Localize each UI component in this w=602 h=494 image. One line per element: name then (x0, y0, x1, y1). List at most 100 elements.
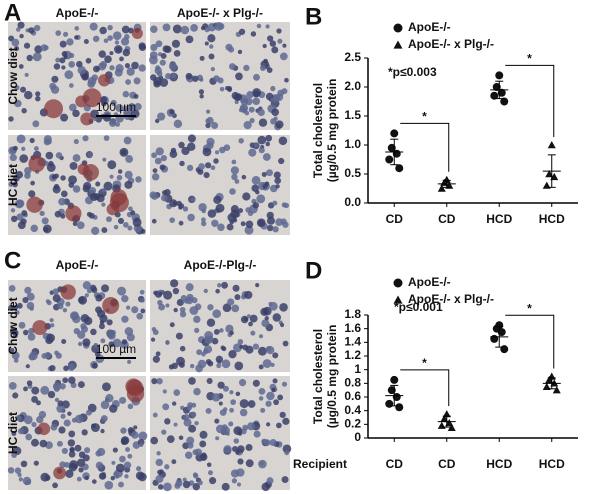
cell (33, 460, 39, 466)
cell (168, 62, 177, 71)
cell (217, 283, 222, 288)
cell (95, 461, 104, 470)
cell (215, 424, 225, 434)
cell (120, 427, 127, 434)
cell (153, 80, 161, 88)
cell (190, 411, 197, 418)
scale-bar-label: 100 µm (96, 342, 136, 356)
cell (118, 481, 124, 488)
cell (23, 415, 33, 425)
cell (68, 376, 76, 384)
cell (16, 27, 21, 32)
cell (246, 90, 254, 99)
cell (158, 291, 163, 296)
cell (238, 379, 247, 387)
cell (161, 429, 167, 435)
cell (240, 221, 246, 227)
cell (76, 60, 83, 68)
cell (72, 185, 81, 193)
cell (103, 181, 113, 191)
cell (272, 200, 278, 206)
cell (266, 422, 271, 427)
cell (261, 438, 267, 444)
y-tick-label: 1.5 (344, 108, 361, 122)
cell (209, 477, 217, 485)
cell (203, 288, 208, 294)
cell (156, 377, 163, 385)
cell (217, 223, 225, 232)
cell (279, 52, 288, 61)
cell (275, 93, 284, 101)
y-tick-label: 0.5 (344, 166, 361, 180)
cell (127, 403, 134, 410)
cell (47, 390, 56, 399)
cell (101, 188, 106, 193)
cell (55, 152, 63, 159)
cell (54, 210, 62, 218)
cell (57, 400, 64, 407)
cell (104, 480, 114, 490)
cell (62, 307, 68, 313)
cell (84, 447, 91, 454)
cell (138, 431, 148, 441)
cell (255, 283, 260, 288)
cell (102, 157, 107, 162)
cell (136, 312, 144, 320)
cell (25, 364, 30, 369)
cell (204, 41, 209, 46)
cell (150, 74, 157, 81)
cell (119, 396, 127, 404)
row-label: HC diet (6, 412, 20, 454)
cell (182, 206, 189, 212)
cell (219, 146, 226, 154)
cell (260, 307, 269, 316)
cell (170, 147, 177, 154)
cell (49, 364, 56, 372)
cell (192, 472, 198, 478)
cell (178, 220, 184, 226)
cell (213, 195, 222, 205)
cell (240, 428, 247, 435)
cell (232, 446, 239, 453)
cell (61, 338, 67, 345)
cell (203, 171, 210, 179)
stained-cell (32, 320, 48, 336)
cell (89, 22, 98, 31)
cell (218, 401, 223, 406)
cell (72, 109, 80, 118)
cell (234, 294, 241, 301)
cell (151, 173, 160, 181)
cell (238, 28, 246, 35)
cell (255, 189, 260, 195)
cell (178, 361, 185, 368)
cell (252, 379, 260, 387)
cell (215, 355, 224, 364)
cell (225, 86, 230, 91)
cell (187, 402, 193, 408)
cell (150, 43, 158, 51)
cell (213, 75, 220, 82)
cell (78, 296, 85, 304)
circle-marker (385, 155, 394, 164)
cell (249, 314, 258, 323)
cell (64, 462, 70, 468)
cell (87, 152, 93, 158)
cell (270, 97, 275, 102)
cell (91, 344, 100, 354)
cell (135, 176, 142, 183)
triangle-marker (393, 295, 403, 304)
row-label: HC diet (6, 164, 20, 206)
stained-cell (98, 74, 111, 87)
cell (169, 199, 178, 208)
cell (256, 194, 266, 204)
cell (242, 106, 248, 113)
cell (201, 208, 206, 214)
cell (152, 168, 158, 174)
micrograph (8, 280, 146, 372)
stained-cell (75, 95, 88, 108)
cell (117, 217, 125, 224)
cell (249, 117, 255, 124)
cell (206, 318, 216, 327)
cell (250, 31, 257, 37)
cell (184, 451, 193, 459)
